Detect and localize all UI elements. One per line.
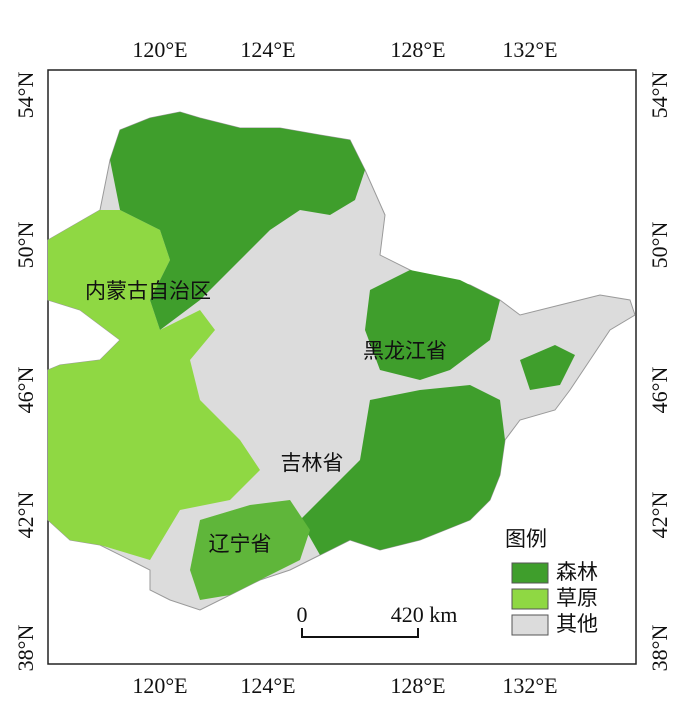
forest-heilongjiang [365, 270, 500, 380]
lon-label-top: 128°E [390, 37, 445, 62]
lon-label-top: 124°E [240, 37, 295, 62]
region-label: 内蒙古自治区 [85, 279, 211, 303]
legend-title: 图例 [505, 527, 547, 551]
lon-label-top: 132°E [502, 37, 557, 62]
region-label: 辽宁省 [209, 532, 272, 556]
lat-label-right: 46°N [647, 367, 672, 414]
forest-liaoning [190, 500, 310, 600]
grassland-area [48, 210, 260, 560]
scale-end: 420 km [391, 602, 458, 627]
lat-label-left: 42°N [13, 492, 38, 539]
lat-label-left: 54°N [13, 72, 38, 119]
lon-label-bottom: 128°E [390, 673, 445, 698]
legend-swatch [511, 614, 549, 636]
lat-label-left: 38°N [13, 625, 38, 672]
lon-label-bottom: 132°E [502, 673, 557, 698]
forest-patch [520, 345, 575, 390]
legend-swatch [511, 588, 549, 610]
lat-label-left: 46°N [13, 367, 38, 414]
lat-label-right: 54°N [647, 72, 672, 119]
legend-swatch [511, 562, 549, 584]
legend-label: 草原 [556, 586, 598, 610]
scale-start: 0 [297, 602, 308, 627]
forest-southeast [300, 385, 505, 555]
legend-label: 其他 [556, 612, 598, 636]
lat-label-left: 50°N [13, 222, 38, 269]
region-label: 吉林省 [281, 451, 344, 475]
forest-north [110, 112, 365, 330]
region-label: 黑龙江省 [363, 339, 447, 363]
lon-label-bottom: 120°E [132, 673, 187, 698]
legend-label: 森林 [556, 560, 598, 584]
lat-label-right: 38°N [647, 625, 672, 672]
lat-label-right: 42°N [647, 492, 672, 539]
lon-label-top: 120°E [132, 37, 187, 62]
lat-label-right: 50°N [647, 222, 672, 269]
lon-label-bottom: 124°E [240, 673, 295, 698]
